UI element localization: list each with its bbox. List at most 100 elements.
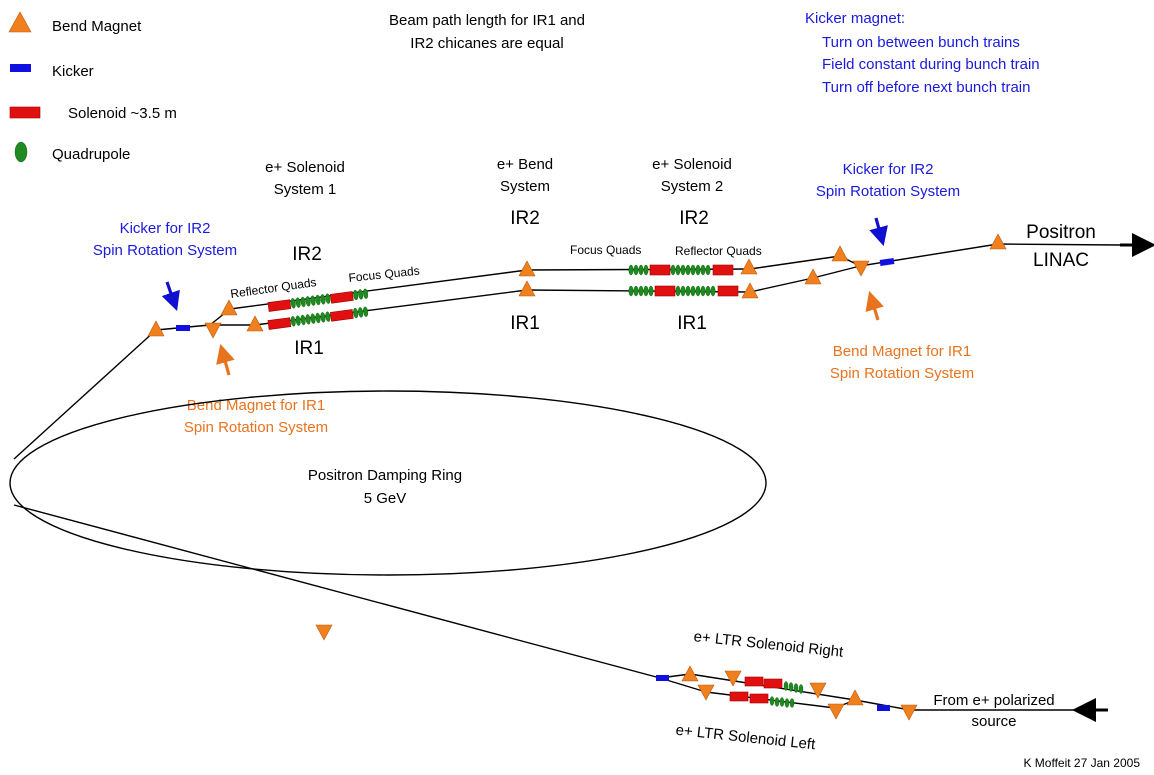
legend-solenoid-icon	[9, 106, 41, 119]
solenoid-system-1	[267, 288, 369, 330]
ltr-solenoid-left	[729, 691, 795, 708]
svg-text:Focus Quads: Focus Quads	[348, 264, 420, 285]
svg-text:Spin Rotation System: Spin Rotation System	[816, 183, 960, 200]
legend-kicker-label: Kicker	[52, 63, 94, 80]
bend-magnet-icon	[989, 233, 1007, 250]
bend-magnet-icon	[740, 258, 758, 275]
bend-magnet-icon	[147, 320, 165, 337]
solenoid-system-2-label: e+ Solenoid	[652, 156, 732, 173]
svg-text:IR2: IR2	[510, 208, 540, 229]
bend-magnet-icon	[315, 624, 333, 641]
ltr-solenoid-right	[744, 676, 804, 694]
credit: K Moffeit 27 Jan 2005	[1023, 756, 1140, 770]
path-length-note: Beam path length for IR1 and IR2 chicane…	[389, 12, 585, 52]
legend-quadrupole-label: Quadrupole	[52, 146, 130, 163]
svg-text:IR1: IR1	[294, 338, 324, 359]
bend-ir1-left-label: Bend Magnet for IR1 Spin Rotation System	[184, 397, 328, 436]
bend-magnet-icon	[852, 260, 870, 277]
svg-text:IR2: IR2	[292, 244, 322, 265]
quad-row	[290, 288, 369, 309]
svg-text:Bend Magnet for IR1: Bend Magnet for IR1	[833, 343, 971, 360]
injection-beamline	[13, 504, 1108, 722]
svg-text:Spin Rotation System: Spin Rotation System	[93, 242, 237, 259]
quad-row	[670, 264, 711, 276]
source-label: From e+ polarized source	[933, 692, 1054, 730]
solenoid-system-1-label: e+ Solenoid	[265, 159, 345, 176]
bend-magnet-icon	[681, 665, 699, 682]
svg-text:From e+ polarized: From e+ polarized	[933, 692, 1054, 709]
svg-text:IR1: IR1	[677, 313, 707, 334]
bend-right-pointer-arrow-icon	[865, 290, 884, 321]
svg-text:Bend Magnet for IR1: Bend Magnet for IR1	[187, 397, 325, 414]
svg-text:IR2 chicanes are equal: IR2 chicanes are equal	[410, 35, 563, 52]
legend-bend-magnet-icon	[8, 11, 32, 33]
bend-magnet-icon	[831, 245, 849, 262]
legend-quadrupole-icon	[14, 141, 28, 163]
svg-text:Positron: Positron	[1026, 222, 1096, 243]
quad-row	[769, 696, 795, 708]
bend-magnet-icon	[518, 260, 536, 277]
quad-row	[783, 681, 804, 694]
ltr-right-label: e+ LTR Solenoid Right	[693, 628, 845, 661]
legend-bend-label: Bend Magnet	[52, 18, 142, 35]
top-bend-magnets	[147, 233, 1007, 339]
bend-magnet-icon	[846, 689, 864, 706]
bend-magnet-icon	[724, 670, 742, 687]
bend-magnet-icon	[804, 268, 822, 285]
bend-magnet-icon	[697, 684, 715, 701]
svg-text:LINAC: LINAC	[1033, 250, 1089, 271]
svg-text:IR2: IR2	[679, 208, 709, 229]
bend-magnet-icon	[204, 322, 222, 339]
legend-kicker-icon	[10, 64, 31, 72]
svg-text:IR1: IR1	[510, 313, 540, 334]
bend-magnet-icon	[827, 703, 845, 720]
quad-row	[290, 306, 369, 327]
svg-text:Kicker for IR2: Kicker for IR2	[843, 161, 934, 178]
quad-row	[628, 285, 654, 297]
svg-text:Reflector Quads: Reflector Quads	[675, 244, 762, 258]
bend-magnet-icon	[900, 704, 918, 721]
damping-ring	[9, 390, 767, 576]
bend-magnet-icon	[246, 315, 264, 332]
bend-left-pointer-arrow-icon	[216, 343, 235, 376]
svg-text:Kicker magnet:: Kicker magnet:	[805, 10, 905, 27]
ring-label: Positron Damping Ring 5 GeV	[308, 467, 462, 507]
solenoid-system-2	[628, 264, 739, 297]
kicker-ir2-right-label: Kicker for IR2 Spin Rotation System	[816, 161, 960, 200]
quad-row	[675, 285, 716, 297]
ir-labels: IR2 IR2 IR2 IR1 IR1 IR1	[292, 208, 709, 359]
svg-text:System 2: System 2	[661, 178, 724, 195]
kicker-left-icon	[176, 325, 190, 331]
bottom-bend-magnets	[315, 624, 918, 721]
svg-text:5 GeV: 5 GeV	[364, 490, 407, 507]
svg-text:Reflector Quads: Reflector Quads	[229, 275, 317, 301]
svg-text:Focus Quads: Focus Quads	[570, 243, 641, 257]
svg-text:System 1: System 1	[274, 181, 337, 198]
kicker-right-icon	[879, 258, 895, 266]
bend-system-label: e+ Bend	[497, 156, 553, 173]
svg-text:Spin Rotation System: Spin Rotation System	[830, 365, 974, 382]
bend-magnet-icon	[809, 682, 827, 699]
bend-magnet-icon	[741, 282, 759, 299]
quad-row	[628, 264, 649, 276]
kicker-ir2-left-label: Kicker for IR2 Spin Rotation System	[93, 220, 237, 259]
svg-text:Turn off before next bunch tra: Turn off before next bunch train	[822, 79, 1030, 96]
svg-text:Field constant during bunch tr: Field constant during bunch train	[822, 56, 1040, 73]
svg-text:Kicker for IR2: Kicker for IR2	[120, 220, 211, 237]
kicker-left-pointer-arrow-icon	[161, 281, 180, 312]
kicker-magnet-note: Kicker magnet: Turn on between bunch tra…	[805, 10, 1040, 96]
svg-text:source: source	[971, 713, 1016, 730]
system-headings: e+ Solenoid System 1 e+ Bend System e+ S…	[265, 156, 732, 198]
svg-text:Positron Damping Ring: Positron Damping Ring	[308, 467, 462, 484]
linac-label: Positron LINAC	[1026, 222, 1096, 271]
bend-ir1-right-label: Bend Magnet for IR1 Spin Rotation System	[830, 343, 974, 382]
bend-magnet-icon	[220, 299, 238, 316]
bend-magnet-icon	[518, 280, 536, 297]
svg-text:Beam path length for IR1 and: Beam path length for IR1 and	[389, 12, 585, 29]
svg-text:System: System	[500, 178, 550, 195]
ltr-left-label: e+ LTR Solenoid Left	[675, 722, 817, 754]
svg-text:Turn on between bunch trains: Turn on between bunch trains	[822, 34, 1020, 51]
legend: Bend Magnet Kicker Solenoid ~3.5 m Quadr…	[8, 11, 177, 163]
legend-solenoid-label: Solenoid ~3.5 m	[68, 105, 177, 122]
